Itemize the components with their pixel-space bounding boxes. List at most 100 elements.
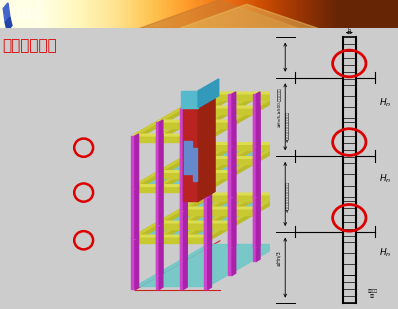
Polygon shape xyxy=(156,223,159,275)
Polygon shape xyxy=(206,93,282,135)
Text: 广联达软件: 广联达软件 xyxy=(14,10,41,19)
Polygon shape xyxy=(232,120,236,174)
Polygon shape xyxy=(256,142,260,197)
Polygon shape xyxy=(131,237,135,289)
Polygon shape xyxy=(183,156,187,211)
Polygon shape xyxy=(159,221,163,275)
Polygon shape xyxy=(180,209,183,261)
Polygon shape xyxy=(135,134,139,188)
Polygon shape xyxy=(158,194,234,236)
Polygon shape xyxy=(156,187,159,239)
Polygon shape xyxy=(158,122,230,128)
Polygon shape xyxy=(158,143,230,192)
Polygon shape xyxy=(133,235,209,237)
Polygon shape xyxy=(182,93,258,135)
Polygon shape xyxy=(232,171,236,225)
Polygon shape xyxy=(158,172,230,178)
Polygon shape xyxy=(208,134,211,188)
Text: $H_n$: $H_n$ xyxy=(379,96,391,109)
Polygon shape xyxy=(228,145,232,197)
Polygon shape xyxy=(253,145,256,197)
Polygon shape xyxy=(232,221,236,275)
Polygon shape xyxy=(158,143,234,185)
Polygon shape xyxy=(253,94,256,146)
Polygon shape xyxy=(182,108,255,114)
Polygon shape xyxy=(183,235,187,289)
Polygon shape xyxy=(281,92,284,146)
Polygon shape xyxy=(206,194,279,242)
Polygon shape xyxy=(182,93,255,141)
Polygon shape xyxy=(198,79,219,108)
Polygon shape xyxy=(206,144,279,150)
Polygon shape xyxy=(158,120,234,122)
Polygon shape xyxy=(256,207,260,261)
Polygon shape xyxy=(182,143,255,192)
Polygon shape xyxy=(139,0,298,28)
Polygon shape xyxy=(133,143,206,192)
Polygon shape xyxy=(159,235,163,289)
Polygon shape xyxy=(208,235,211,289)
Polygon shape xyxy=(158,171,234,172)
Polygon shape xyxy=(183,106,187,160)
Polygon shape xyxy=(158,223,230,229)
Polygon shape xyxy=(253,108,256,160)
Polygon shape xyxy=(133,194,209,236)
Polygon shape xyxy=(133,237,206,243)
Polygon shape xyxy=(133,136,206,142)
Text: 柱梁相互关联: 柱梁相互关联 xyxy=(3,38,57,53)
Text: ≥柱截面尺寸（箍筋范围）: ≥柱截面尺寸（箍筋范围） xyxy=(286,111,290,142)
Polygon shape xyxy=(208,92,211,146)
Polygon shape xyxy=(158,221,234,223)
Polygon shape xyxy=(198,97,215,201)
Text: $H_n$: $H_n$ xyxy=(379,247,391,259)
Polygon shape xyxy=(135,235,139,289)
Polygon shape xyxy=(281,142,284,197)
Polygon shape xyxy=(206,143,279,192)
Polygon shape xyxy=(228,94,232,146)
Polygon shape xyxy=(183,107,198,201)
Polygon shape xyxy=(204,94,208,146)
Polygon shape xyxy=(206,143,282,185)
Polygon shape xyxy=(133,185,209,186)
Polygon shape xyxy=(232,193,236,247)
Polygon shape xyxy=(156,172,159,225)
Polygon shape xyxy=(133,93,206,141)
Polygon shape xyxy=(182,207,258,209)
Polygon shape xyxy=(204,237,208,289)
Polygon shape xyxy=(183,97,215,107)
Polygon shape xyxy=(135,194,281,236)
Polygon shape xyxy=(180,108,183,160)
Text: $H_n$: $H_n$ xyxy=(379,172,391,185)
Polygon shape xyxy=(184,141,192,175)
Polygon shape xyxy=(3,3,10,23)
Polygon shape xyxy=(206,93,279,141)
Polygon shape xyxy=(159,184,163,239)
Polygon shape xyxy=(182,158,255,164)
Polygon shape xyxy=(131,136,135,188)
Polygon shape xyxy=(204,136,208,188)
Polygon shape xyxy=(228,195,232,247)
Polygon shape xyxy=(133,93,209,135)
Polygon shape xyxy=(206,143,282,144)
Polygon shape xyxy=(135,244,281,286)
Polygon shape xyxy=(277,94,281,146)
Polygon shape xyxy=(158,93,230,141)
Polygon shape xyxy=(183,207,187,261)
Polygon shape xyxy=(208,142,211,197)
Polygon shape xyxy=(206,92,282,94)
Polygon shape xyxy=(133,143,209,185)
Polygon shape xyxy=(193,147,197,181)
Polygon shape xyxy=(182,157,258,158)
Polygon shape xyxy=(206,94,279,100)
Polygon shape xyxy=(179,4,318,28)
Polygon shape xyxy=(180,237,183,289)
Polygon shape xyxy=(156,237,159,289)
Polygon shape xyxy=(158,93,234,135)
Polygon shape xyxy=(232,92,236,146)
Text: b: b xyxy=(348,28,351,33)
Text: ≥柱截面尺寸（箍筋范围）: ≥柱截面尺寸（箍筋范围） xyxy=(286,181,290,212)
Polygon shape xyxy=(277,195,281,247)
Polygon shape xyxy=(256,106,260,160)
Polygon shape xyxy=(182,143,258,185)
Polygon shape xyxy=(133,186,206,193)
